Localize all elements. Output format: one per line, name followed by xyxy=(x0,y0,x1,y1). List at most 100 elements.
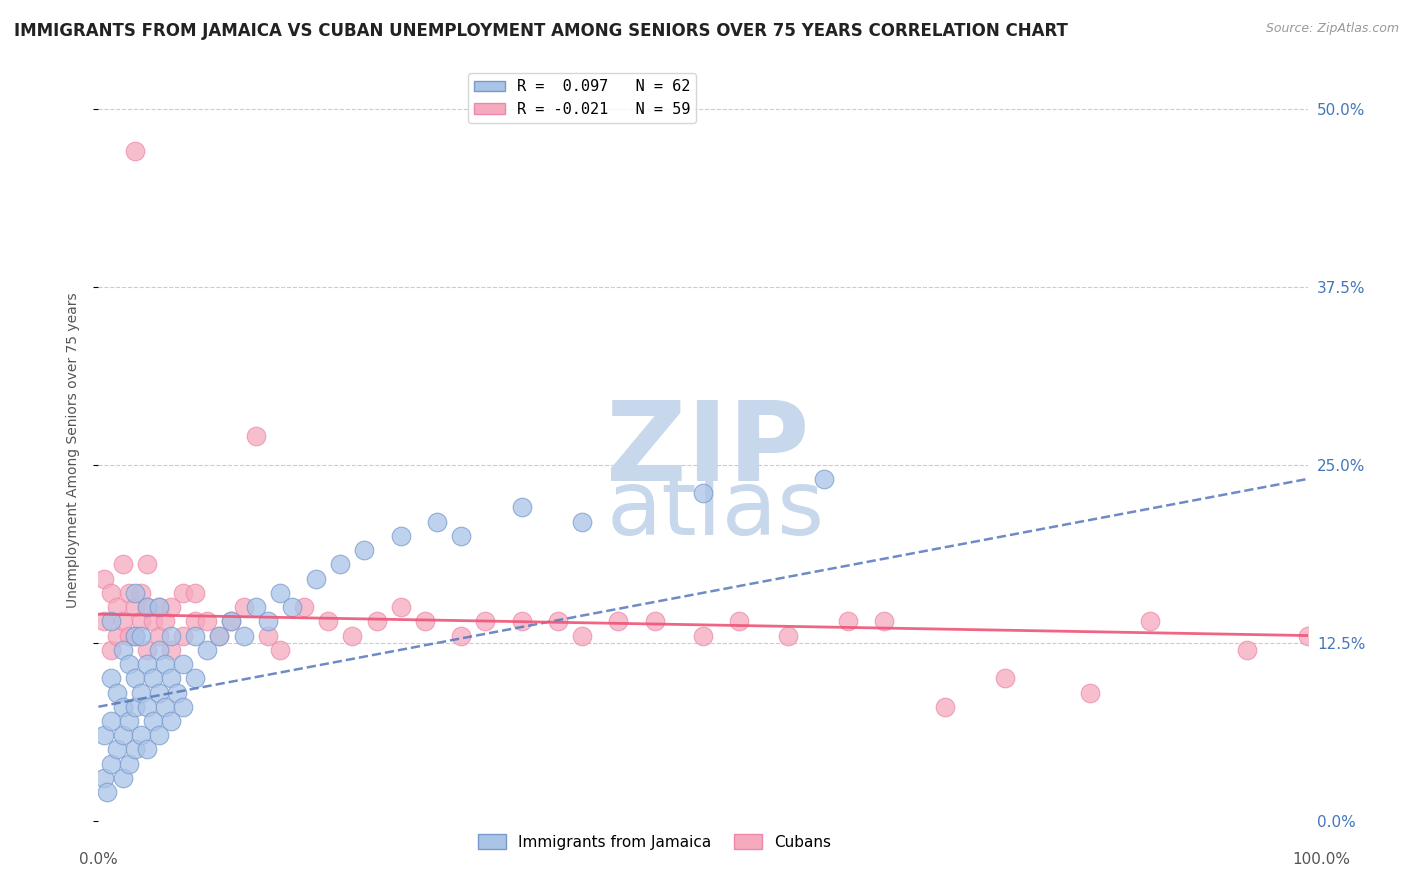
Point xyxy=(1139,615,1161,629)
Point xyxy=(172,628,194,642)
Point xyxy=(692,486,714,500)
Point xyxy=(142,671,165,685)
Point xyxy=(124,742,146,756)
Point xyxy=(413,615,436,629)
Point xyxy=(305,572,328,586)
Point xyxy=(510,500,533,515)
Point xyxy=(118,586,141,600)
Point xyxy=(245,429,267,443)
Point xyxy=(118,714,141,728)
Point xyxy=(450,628,472,642)
Point xyxy=(160,642,183,657)
Point xyxy=(474,615,496,629)
Point xyxy=(994,671,1017,685)
Point xyxy=(245,600,267,615)
Point xyxy=(776,628,799,642)
Point xyxy=(100,756,122,771)
Point xyxy=(269,642,291,657)
Point xyxy=(100,642,122,657)
Point xyxy=(118,628,141,642)
Point xyxy=(100,586,122,600)
Point xyxy=(118,657,141,671)
Point xyxy=(1296,628,1319,642)
Point xyxy=(184,586,207,600)
Legend: Immigrants from Jamaica, Cubans: Immigrants from Jamaica, Cubans xyxy=(471,826,838,857)
Point xyxy=(644,615,666,629)
Point xyxy=(184,628,207,642)
Point xyxy=(148,628,170,642)
Point xyxy=(269,586,291,600)
Point xyxy=(221,615,243,629)
Point xyxy=(389,600,412,615)
Point xyxy=(118,756,141,771)
Point xyxy=(166,685,188,699)
Point xyxy=(148,600,170,615)
Point xyxy=(93,771,115,785)
Point xyxy=(129,628,152,642)
Point xyxy=(389,529,412,543)
Point xyxy=(342,628,364,642)
Point xyxy=(105,742,128,756)
Point xyxy=(129,685,152,699)
Point xyxy=(281,600,304,615)
Point xyxy=(160,671,183,685)
Point xyxy=(873,615,896,629)
Point xyxy=(256,615,278,629)
Point xyxy=(934,699,956,714)
Point xyxy=(153,657,176,671)
Point xyxy=(510,615,533,629)
Text: IMMIGRANTS FROM JAMAICA VS CUBAN UNEMPLOYMENT AMONG SENIORS OVER 75 YEARS CORREL: IMMIGRANTS FROM JAMAICA VS CUBAN UNEMPLO… xyxy=(14,22,1069,40)
Point xyxy=(105,628,128,642)
Point xyxy=(142,714,165,728)
Point xyxy=(148,728,170,742)
Point xyxy=(96,785,118,799)
Point xyxy=(111,615,134,629)
Point xyxy=(100,714,122,728)
Point xyxy=(450,529,472,543)
Point xyxy=(135,742,157,756)
Point xyxy=(124,586,146,600)
Point xyxy=(142,615,165,629)
Point xyxy=(195,642,218,657)
Point xyxy=(366,615,388,629)
Point xyxy=(692,628,714,642)
Point xyxy=(153,699,176,714)
Point xyxy=(129,615,152,629)
Point xyxy=(111,771,134,785)
Point xyxy=(124,628,146,642)
Point xyxy=(105,685,128,699)
Point xyxy=(221,615,243,629)
Text: 0.0%: 0.0% xyxy=(79,852,118,867)
Point xyxy=(172,657,194,671)
Point xyxy=(93,728,115,742)
Point xyxy=(124,628,146,642)
Point xyxy=(111,558,134,572)
Point xyxy=(148,642,170,657)
Point xyxy=(426,515,449,529)
Point xyxy=(160,600,183,615)
Point xyxy=(571,515,593,529)
Text: atlas: atlas xyxy=(606,466,824,554)
Point xyxy=(153,615,176,629)
Point xyxy=(208,628,231,642)
Point xyxy=(100,615,122,629)
Point xyxy=(184,615,207,629)
Text: Source: ZipAtlas.com: Source: ZipAtlas.com xyxy=(1265,22,1399,36)
Point xyxy=(135,642,157,657)
Text: ZIP: ZIP xyxy=(606,397,810,504)
Point xyxy=(292,600,315,615)
Text: 100.0%: 100.0% xyxy=(1292,852,1351,867)
Point xyxy=(256,628,278,642)
Point xyxy=(105,600,128,615)
Point xyxy=(316,615,339,629)
Y-axis label: Unemployment Among Seniors over 75 years: Unemployment Among Seniors over 75 years xyxy=(66,293,80,608)
Point xyxy=(728,615,751,629)
Point xyxy=(160,714,183,728)
Point xyxy=(93,572,115,586)
Point xyxy=(195,615,218,629)
Point xyxy=(837,615,859,629)
Point xyxy=(571,628,593,642)
Point xyxy=(329,558,352,572)
Point xyxy=(135,600,157,615)
Point xyxy=(124,600,146,615)
